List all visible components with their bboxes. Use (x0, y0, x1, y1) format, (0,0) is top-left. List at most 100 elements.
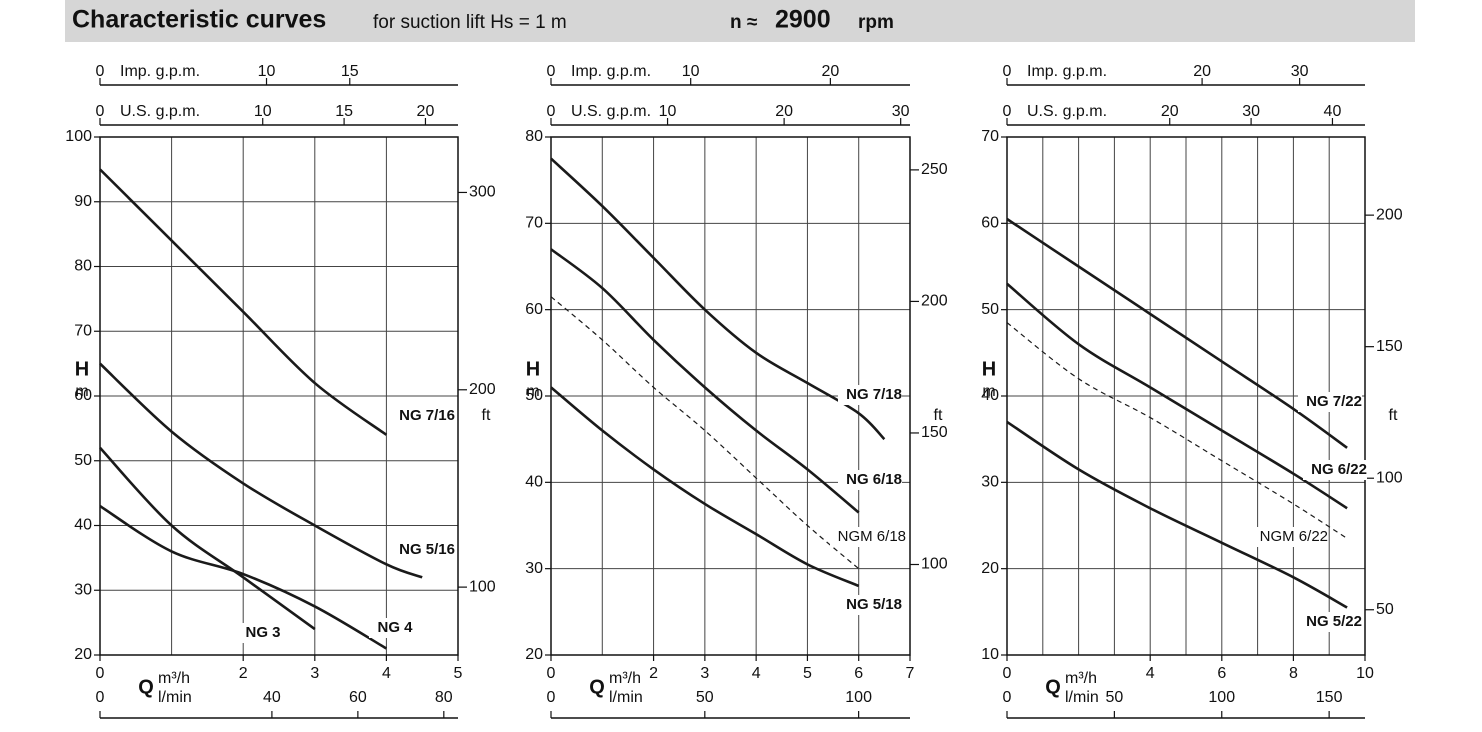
y2-tick-label: 150 (1376, 338, 1403, 355)
x2-tick-label: 50 (1105, 689, 1123, 706)
y-tick-label: 30 (525, 560, 543, 577)
top-tick-label: 20 (1161, 103, 1179, 120)
x-tick-label: 0 (547, 665, 556, 682)
top-tick-label: 15 (341, 63, 359, 80)
y-tick-label: 40 (981, 387, 999, 404)
plot-frame (99, 136, 459, 656)
x-tick-label: 2 (239, 665, 248, 682)
top-tick-label: 10 (258, 63, 276, 80)
x-tick-label: 4 (752, 665, 761, 682)
y-axis-label: H (526, 358, 540, 380)
top-tick-label: 0 (547, 103, 556, 120)
curve-label: NG 6/22 (1311, 461, 1367, 478)
x-tick-label: 6 (854, 665, 863, 682)
curve-label-bg (391, 406, 455, 426)
y-tick-label: 80 (525, 128, 543, 145)
top-tick-label: 30 (892, 103, 910, 120)
top-tick-label: 10 (682, 63, 700, 80)
curve-label: NG 6/18 (846, 471, 902, 488)
top-axis-label: Imp. g.p.m. (571, 63, 651, 80)
top-tick-label: 20 (775, 103, 793, 120)
x2-tick-label: 0 (96, 689, 105, 706)
curve-label-bg (1252, 527, 1328, 547)
curve-label: NG 7/16 (399, 407, 455, 424)
x-axis-label: Q (138, 676, 154, 698)
curve-label-bg (838, 595, 902, 615)
x2-axis-label: l/min (158, 689, 192, 706)
curve (1006, 322, 1348, 539)
y-tick-label: 40 (74, 517, 92, 534)
x-axis-unit: m³/h (1065, 670, 1097, 687)
curve (1006, 420, 1348, 609)
x-tick-label: 0 (96, 665, 105, 682)
y-axis-unit: m (526, 383, 539, 400)
plot-frame (1006, 136, 1366, 656)
top-tick-label: 30 (1242, 103, 1260, 120)
x-axis-label: Q (1045, 676, 1061, 698)
plot-frame (550, 136, 911, 656)
y-tick-label: 30 (74, 581, 92, 598)
top-axis-label: U.S. g.p.m. (1027, 103, 1107, 120)
top-tick-label: 0 (1003, 63, 1012, 80)
y-tick-label: 90 (74, 193, 92, 210)
y-tick-label: 50 (74, 452, 92, 469)
curve (550, 248, 860, 514)
top-tick-label: 15 (335, 103, 353, 120)
curve-label-bg (369, 618, 433, 638)
y-tick-label: 50 (525, 387, 543, 404)
x-tick-label: 6 (1217, 665, 1226, 682)
x-tick-label: 5 (803, 665, 812, 682)
curve (99, 362, 423, 579)
top-tick-label: 0 (1003, 103, 1012, 120)
y2-tick-label: 150 (921, 424, 948, 441)
y2-tick-label: 200 (921, 293, 948, 310)
x2-axis-label: l/min (609, 689, 643, 706)
curve-label-bg (1303, 460, 1367, 480)
y-axis-label: H (75, 358, 89, 380)
y2-axis-label: ft (482, 407, 491, 424)
y-tick-label: 20 (525, 646, 543, 663)
curve-label: NG 5/18 (846, 596, 902, 613)
top-tick-label: 0 (547, 63, 556, 80)
y-tick-label: 80 (74, 258, 92, 275)
header-subtitle: for suction lift Hs = 1 m (373, 12, 567, 33)
x-tick-label: 3 (310, 665, 319, 682)
top-axis-label: Imp. g.p.m. (1027, 63, 1107, 80)
y-tick-label: 40 (525, 474, 543, 491)
curve (1006, 217, 1348, 449)
y-tick-label: 10 (981, 646, 999, 663)
top-tick-label: 20 (821, 63, 839, 80)
curve-label: NG 3 (245, 624, 280, 641)
y2-tick-label: 200 (469, 381, 496, 398)
x2-axis-label: l/min (1065, 689, 1099, 706)
header-title: Characteristic curves (72, 6, 326, 34)
x-tick-label: 8 (1289, 665, 1298, 682)
curve-label: NG 7/18 (846, 386, 902, 403)
curve-label: NG 7/22 (1306, 393, 1362, 410)
curve (550, 386, 860, 588)
curve (99, 504, 388, 650)
y2-tick-label: 100 (921, 556, 948, 573)
header-band (65, 0, 1415, 42)
top-tick-label: 0 (96, 103, 105, 120)
curve (550, 296, 860, 570)
x-tick-label: 0 (1003, 665, 1012, 682)
x-axis-unit: m³/h (609, 670, 641, 687)
speed-unit: rpm (858, 12, 894, 33)
y2-tick-label: 100 (1376, 469, 1403, 486)
y2-tick-label: 50 (1376, 601, 1394, 618)
y2-tick-label: 200 (1376, 206, 1403, 223)
x2-tick-label: 80 (435, 689, 453, 706)
top-tick-label: 0 (96, 63, 105, 80)
top-tick-label: 10 (254, 103, 272, 120)
y-tick-label: 100 (65, 128, 92, 145)
y2-axis-label: ft (934, 407, 943, 424)
top-tick-label: 10 (659, 103, 677, 120)
x-tick-label: 2 (649, 665, 658, 682)
y2-tick-label: 100 (469, 578, 496, 595)
y-tick-label: 30 (981, 474, 999, 491)
curve-label-bg (830, 527, 906, 547)
curve (99, 446, 316, 631)
y-axis-label: H (982, 358, 996, 380)
